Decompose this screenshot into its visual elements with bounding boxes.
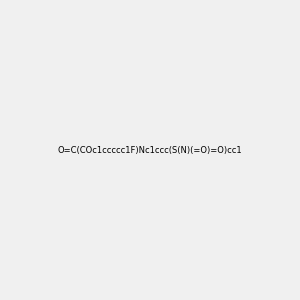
Text: O=C(COc1ccccc1F)Nc1ccc(S(N)(=O)=O)cc1: O=C(COc1ccccc1F)Nc1ccc(S(N)(=O)=O)cc1: [58, 146, 242, 154]
